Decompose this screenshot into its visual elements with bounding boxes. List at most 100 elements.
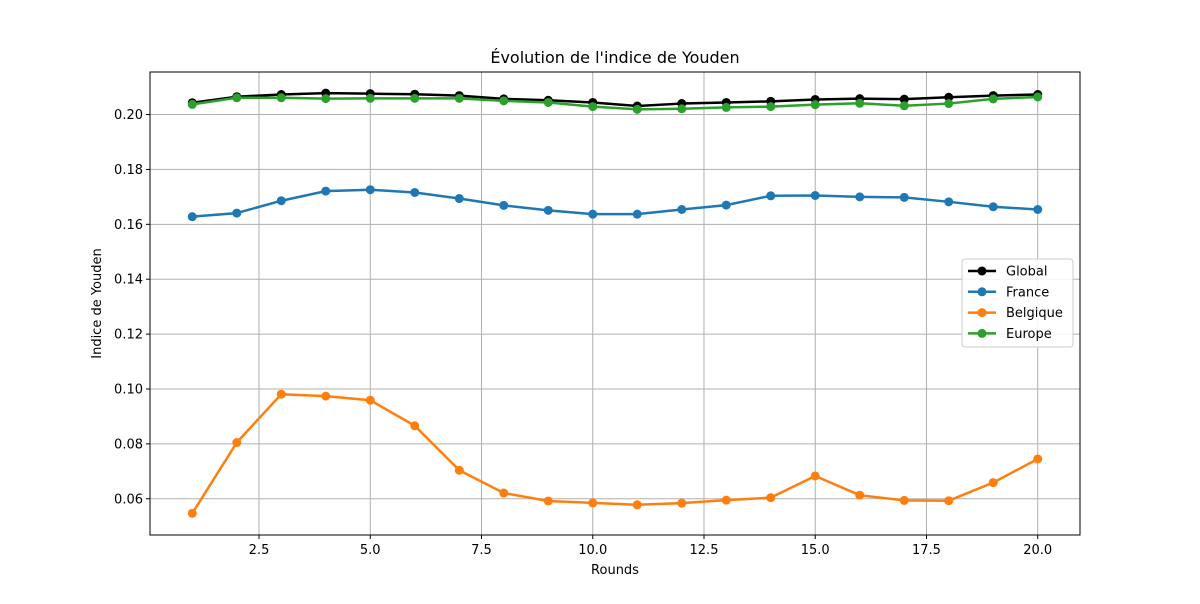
data-point <box>410 187 420 197</box>
legend-item: Belgique <box>968 306 1063 321</box>
legend-label: Europe <box>1006 327 1052 342</box>
data-point <box>454 194 464 204</box>
legend-marker <box>977 266 987 276</box>
data-point <box>677 498 687 508</box>
legend-marker <box>977 328 987 338</box>
data-point <box>187 212 197 222</box>
data-point <box>543 496 553 506</box>
data-point <box>899 94 909 104</box>
data-point <box>988 94 998 104</box>
plot-frame <box>149 71 1081 536</box>
data-point <box>454 465 464 475</box>
data-point <box>276 196 286 206</box>
data-point <box>899 495 909 505</box>
data-point <box>232 438 242 448</box>
data-point <box>944 92 954 102</box>
data-point <box>187 99 197 109</box>
series-france <box>187 185 1043 222</box>
x-tick-label: 5.0 <box>360 543 381 558</box>
data-point <box>1033 92 1043 102</box>
data-point <box>721 495 731 505</box>
series-layer <box>187 88 1043 518</box>
axis-ticks: 2.5 5.0 7.5 10.0 12.5 15.0 17.5 20.0 0.06 0.08 0.1… <box>114 108 1052 558</box>
legend-label: Global <box>1006 265 1047 280</box>
y-tick-label: 0.10 <box>114 382 143 397</box>
data-point <box>899 192 909 202</box>
legend-frame <box>961 258 1074 348</box>
data-point <box>410 93 420 103</box>
chart-title: Évolution de l'indice de Youden <box>490 48 739 67</box>
legend-item: Europe <box>968 327 1052 342</box>
legend-label: Belgique <box>1006 306 1063 321</box>
data-point <box>766 102 776 112</box>
data-point <box>899 101 909 111</box>
y-tick-label: 0.08 <box>114 437 143 452</box>
data-point <box>855 490 865 500</box>
legend: Global France Belgique Europe <box>961 258 1074 348</box>
data-point <box>232 93 242 103</box>
data-point <box>588 498 598 508</box>
data-point <box>632 209 642 219</box>
data-point <box>721 200 731 210</box>
data-point <box>499 96 509 106</box>
y-tick-label: 0.12 <box>114 328 143 343</box>
data-point <box>187 508 197 518</box>
data-point <box>276 93 286 103</box>
data-point <box>232 208 242 218</box>
data-point <box>321 186 331 196</box>
x-tick-label: 2.5 <box>249 543 270 558</box>
x-tick-label: 17.5 <box>912 543 941 558</box>
data-point <box>1033 205 1043 215</box>
data-point <box>321 94 331 104</box>
y-tick-label: 0.14 <box>114 273 143 288</box>
legend-item: Global <box>968 265 1047 280</box>
data-point <box>632 104 642 114</box>
data-point <box>499 200 509 210</box>
x-tick-label: 7.5 <box>471 543 492 558</box>
data-point <box>588 102 598 112</box>
x-tick-label: 15.0 <box>801 543 830 558</box>
data-point <box>276 389 286 399</box>
data-point <box>365 185 375 195</box>
series-europe <box>187 92 1043 114</box>
data-point <box>454 93 464 103</box>
legend-item: France <box>968 285 1049 300</box>
data-point <box>588 209 598 219</box>
legend-label: France <box>1006 285 1049 300</box>
data-point <box>944 197 954 207</box>
data-point <box>321 391 331 401</box>
x-tick-label: 12.5 <box>690 543 719 558</box>
y-tick-label: 0.16 <box>114 218 143 233</box>
series-line <box>192 91 1038 108</box>
data-point <box>543 205 553 215</box>
data-point <box>766 191 776 201</box>
data-point <box>543 97 553 107</box>
x-axis-label: Rounds <box>591 563 639 578</box>
data-point <box>988 478 998 488</box>
data-point <box>855 98 865 108</box>
data-point <box>677 205 687 215</box>
y-axis-label: Indice de Youden <box>90 248 105 359</box>
x-tick-label: 10.0 <box>578 543 607 558</box>
data-point <box>988 202 998 212</box>
data-point <box>810 191 820 201</box>
data-point <box>632 500 642 510</box>
series-line <box>191 392 1039 514</box>
y-tick-label: 0.18 <box>114 163 143 178</box>
grid-lines <box>150 72 1080 535</box>
data-point <box>855 192 865 202</box>
data-point <box>944 99 954 109</box>
x-tick-label: 20.0 <box>1023 543 1052 558</box>
data-point <box>721 102 731 112</box>
data-point <box>499 488 509 498</box>
data-point <box>365 395 375 405</box>
y-tick-label: 0.20 <box>114 108 143 123</box>
data-point <box>677 104 687 114</box>
data-point <box>1033 454 1043 464</box>
legend-marker <box>977 308 987 318</box>
data-point <box>365 93 375 103</box>
series-line <box>192 95 1038 111</box>
series-belgique <box>187 389 1043 518</box>
